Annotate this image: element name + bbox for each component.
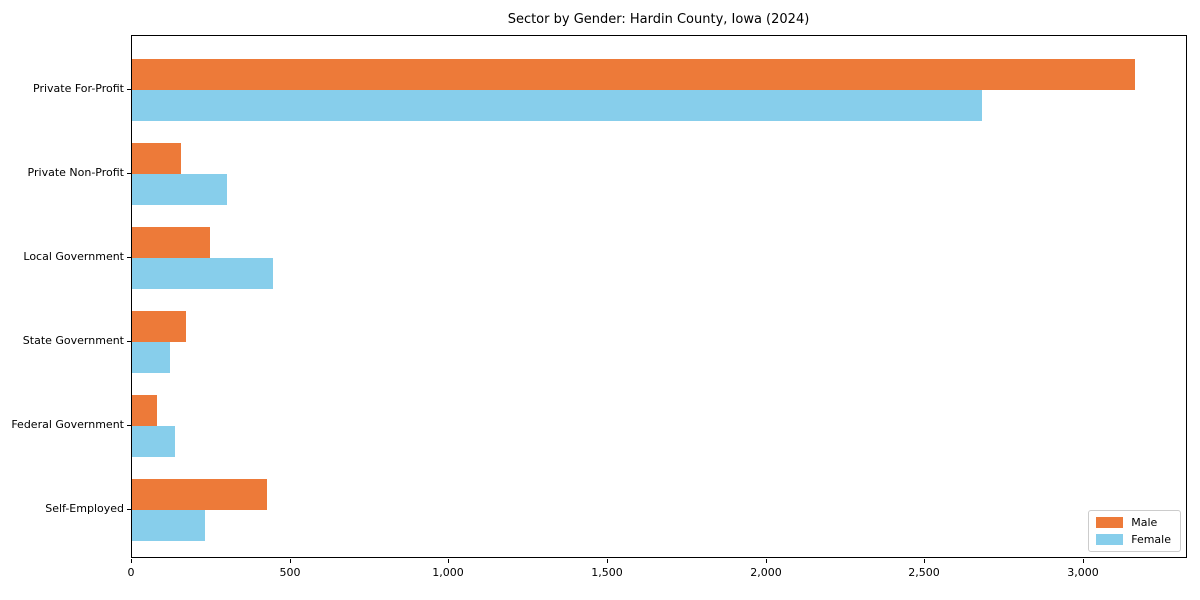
x-tick-label-0: 0: [127, 566, 135, 579]
bar-female-self-employed: [132, 510, 205, 541]
x-tick-mark: [924, 559, 925, 563]
y-tick-mark: [127, 341, 131, 342]
plot-area: Male Female: [131, 35, 1187, 558]
y-tick-mark: [127, 173, 131, 174]
bar-female-private-for-profit: [132, 90, 982, 121]
y-tick-label-private-for-profit: Private For-Profit: [33, 82, 124, 95]
x-tick-mark: [1083, 559, 1084, 563]
x-tick-label-1-500: 1,500: [591, 566, 623, 579]
legend-label-male: Male: [1131, 516, 1158, 529]
x-tick-label-3-000: 3,000: [1067, 566, 1099, 579]
legend: Male Female: [1088, 510, 1181, 552]
legend-label-female: Female: [1131, 533, 1171, 546]
chart-title: Sector by Gender: Hardin County, Iowa (2…: [507, 12, 810, 27]
x-tick-label-2-000: 2,000: [750, 566, 782, 579]
y-tick-mark: [127, 509, 131, 510]
bar-male-self-employed: [132, 479, 267, 510]
bar-male-private-non-profit: [132, 143, 181, 174]
y-tick-label-federal-government: Federal Government: [11, 418, 124, 431]
bar-female-private-non-profit: [132, 174, 227, 205]
x-tick-mark: [131, 559, 132, 563]
legend-entry-female: Female: [1096, 533, 1171, 546]
x-tick-label-500: 500: [279, 566, 301, 579]
y-tick-label-state-government: State Government: [22, 334, 124, 347]
y-tick-mark: [127, 89, 131, 90]
bar-male-local-government: [132, 227, 210, 258]
bar-male-state-government: [132, 311, 186, 342]
x-tick-mark: [290, 559, 291, 563]
bar-female-federal-government: [132, 426, 175, 457]
bar-female-state-government: [132, 342, 170, 373]
legend-entry-male: Male: [1096, 516, 1171, 529]
x-tick-mark: [607, 559, 608, 563]
legend-swatch-male: [1096, 517, 1124, 528]
x-tick-mark: [448, 559, 449, 563]
y-tick-label-local-government: Local Government: [23, 250, 124, 263]
bar-female-local-government: [132, 258, 273, 289]
bar-male-private-for-profit: [132, 59, 1135, 90]
y-tick-mark: [127, 425, 131, 426]
y-tick-label-self-employed: Self-Employed: [45, 502, 124, 515]
legend-swatch-female: [1096, 534, 1124, 545]
y-tick-label-private-non-profit: Private Non-Profit: [27, 166, 124, 179]
x-tick-label-2-500: 2,500: [908, 566, 940, 579]
bar-male-federal-government: [132, 395, 157, 426]
x-tick-label-1-000: 1,000: [432, 566, 464, 579]
y-tick-mark: [127, 257, 131, 258]
x-tick-mark: [766, 559, 767, 563]
